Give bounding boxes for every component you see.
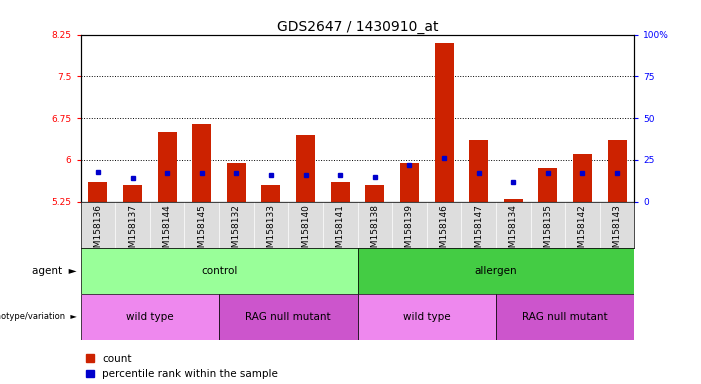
Bar	[81, 294, 219, 340]
Bar	[538, 168, 557, 202]
Text: GSM158136: GSM158136	[93, 204, 102, 259]
Text: GSM158141: GSM158141	[336, 204, 345, 259]
Text: GSM158140: GSM158140	[301, 204, 310, 259]
Text: GSM158143: GSM158143	[613, 204, 622, 259]
Bar	[608, 141, 627, 202]
Text: wild type: wild type	[403, 312, 451, 322]
Text: allergen: allergen	[475, 266, 517, 276]
Text: GSM158134: GSM158134	[509, 204, 518, 259]
Text: GSM158132: GSM158132	[232, 204, 241, 259]
Bar	[469, 141, 488, 202]
Bar	[358, 294, 496, 340]
Bar	[435, 43, 454, 202]
Legend: count, percentile rank within the sample: count, percentile rank within the sample	[86, 354, 278, 379]
Bar	[331, 182, 350, 202]
Text: wild type: wild type	[126, 312, 174, 322]
Text: genotype/variation  ►: genotype/variation ►	[0, 312, 77, 321]
Text: GSM158137: GSM158137	[128, 204, 137, 259]
Bar	[296, 135, 315, 202]
Bar	[504, 199, 523, 202]
Bar	[219, 294, 358, 340]
Bar	[496, 294, 634, 340]
Bar	[573, 154, 592, 202]
Bar	[261, 185, 280, 202]
Bar	[88, 182, 107, 202]
Bar	[192, 124, 211, 202]
Text: GSM158147: GSM158147	[474, 204, 483, 259]
Title: GDS2647 / 1430910_at: GDS2647 / 1430910_at	[277, 20, 438, 33]
Bar	[81, 248, 358, 294]
Text: RAG null mutant: RAG null mutant	[522, 312, 608, 322]
Bar	[365, 185, 384, 202]
Text: GSM158133: GSM158133	[266, 204, 275, 259]
Bar	[123, 185, 142, 202]
Text: RAG null mutant: RAG null mutant	[245, 312, 331, 322]
Text: GSM158144: GSM158144	[163, 204, 172, 259]
Text: GSM158146: GSM158146	[440, 204, 449, 259]
Text: GSM158138: GSM158138	[370, 204, 379, 259]
Text: GSM158142: GSM158142	[578, 204, 587, 259]
Bar	[158, 132, 177, 202]
Text: GSM158145: GSM158145	[197, 204, 206, 259]
Bar	[400, 163, 419, 202]
Text: GSM158139: GSM158139	[405, 204, 414, 259]
Bar	[227, 163, 246, 202]
Text: agent  ►: agent ►	[32, 266, 77, 276]
Text: GSM158135: GSM158135	[543, 204, 552, 259]
Text: control: control	[201, 266, 237, 276]
Bar	[358, 248, 634, 294]
